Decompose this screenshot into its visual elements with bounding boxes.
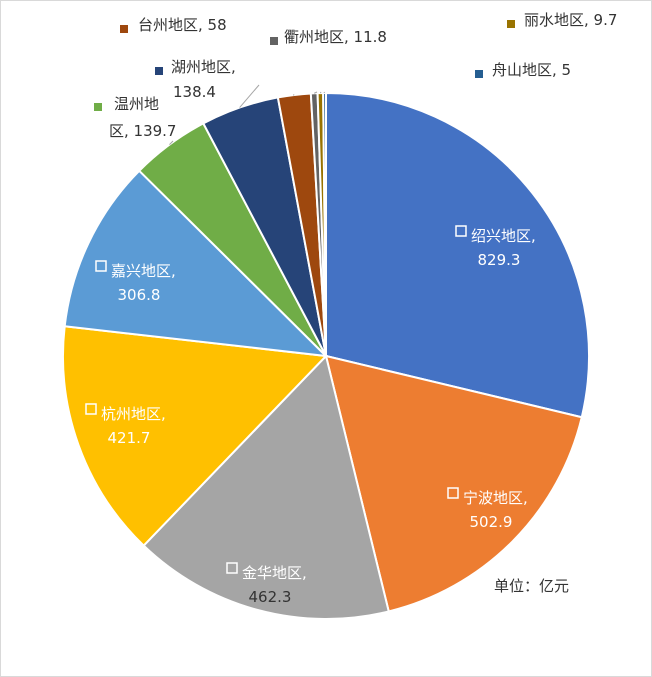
- legend-marker: [455, 225, 467, 237]
- data-label-name: 嘉兴地区,: [111, 262, 176, 280]
- pie-slice: [324, 354, 583, 613]
- legend-marker: [475, 70, 483, 78]
- data-label-name: 金华地区,: [242, 564, 307, 582]
- pie-slice: [142, 353, 390, 620]
- leader-line: [323, 91, 326, 94]
- legend-marker: [155, 67, 163, 75]
- pie-slices: [62, 91, 590, 620]
- legend-marker: [226, 562, 238, 574]
- leader-line: [314, 91, 318, 94]
- pie-slice: [325, 91, 590, 419]
- data-label-value: 462.3: [249, 588, 292, 606]
- data-label: 衢州地区, 11.8: [284, 28, 387, 46]
- leader-line: [319, 91, 322, 94]
- data-labels: 绍兴地区, 829.3 宁波地区, 502.9 金华地区, 462.3 杭州地区, 421.7…: [85, 11, 617, 606]
- leader-line: [239, 84, 260, 108]
- legend-marker: [94, 103, 102, 111]
- pie-slice: [62, 325, 329, 547]
- leader-line: [169, 140, 174, 145]
- leader-lines: [169, 84, 326, 145]
- data-label-value: 829.3: [478, 251, 521, 269]
- data-label: 湖州地区,: [171, 58, 236, 76]
- legend-marker: [447, 487, 459, 499]
- data-label: 舟山地区, 5: [492, 61, 571, 79]
- legend-marker: [507, 20, 515, 28]
- legend-marker: [270, 37, 278, 45]
- data-label-value: 306.8: [118, 286, 161, 304]
- data-label: 丽水地区, 9.7: [524, 11, 617, 29]
- data-label: 台州地区, 58: [138, 16, 227, 34]
- data-label-value: 502.9: [470, 513, 513, 531]
- data-label-value: 421.7: [108, 429, 151, 447]
- data-label-name: 宁波地区,: [463, 489, 528, 507]
- data-label: 138.4: [173, 83, 216, 101]
- data-label: 温州地: [114, 95, 159, 113]
- pie-slice: [322, 91, 327, 357]
- data-label: 区, 139.7: [109, 122, 176, 140]
- legend-marker: [85, 403, 97, 415]
- unit-note: 单位：亿元: [494, 577, 570, 595]
- legend-marker: [95, 260, 107, 272]
- data-label-name: 绍兴地区,: [471, 227, 536, 245]
- legend-marker: [120, 25, 128, 33]
- pie-slice: [63, 169, 329, 358]
- data-label-name: 杭州地区,: [101, 405, 166, 423]
